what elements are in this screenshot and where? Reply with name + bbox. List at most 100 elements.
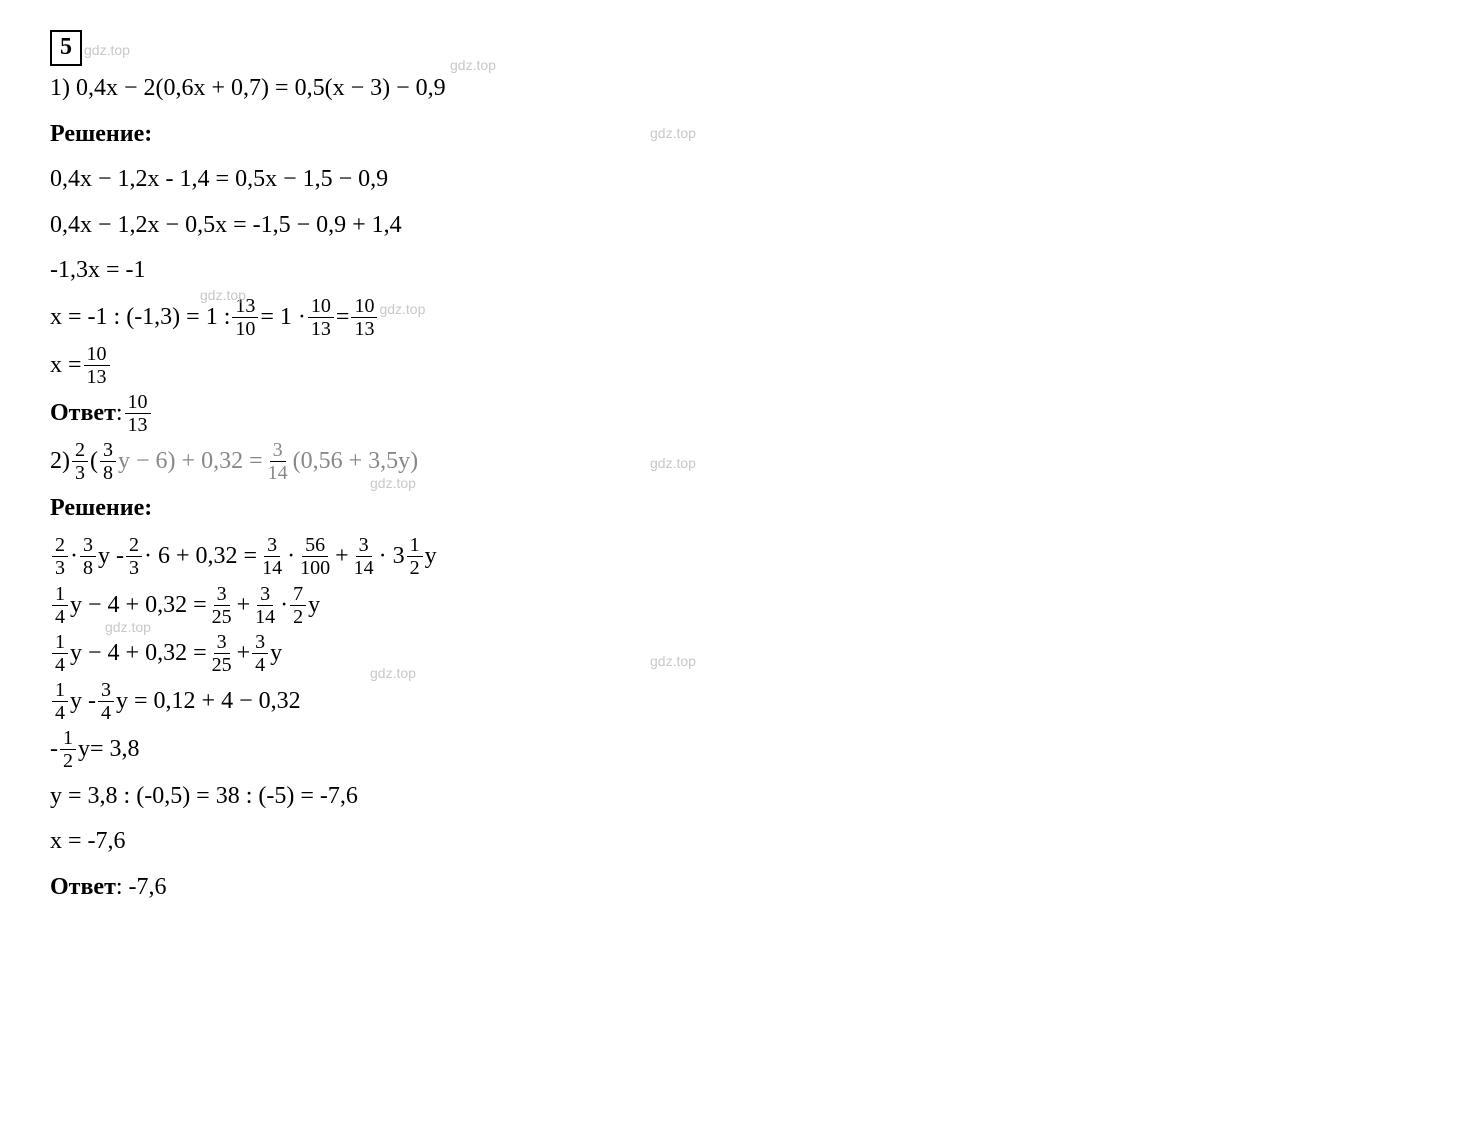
denominator: 8 <box>80 557 96 579</box>
step-line: 1 4 y − 4 + 0,32 = 3 25 + 3 14 · 7 2 y g… <box>50 582 1410 630</box>
denominator: 3 <box>72 462 88 484</box>
step-text: x = -7,6 <box>50 819 126 865</box>
numerator: 3 <box>264 534 280 557</box>
eq-text: 2) <box>50 439 70 485</box>
part1-equation: 1) 0,4x − 2(0,6x + 0,7) = 0,5(x − 3) − 0… <box>50 66 1410 112</box>
denominator: 25 <box>209 606 235 628</box>
fraction: 10 13 <box>84 343 110 388</box>
numerator: 7 <box>290 583 306 606</box>
fraction: 1 2 <box>407 534 423 579</box>
solution-heading: Решение: <box>50 486 1410 532</box>
step-text: · <box>280 583 288 629</box>
fraction: 2 3 <box>52 534 68 579</box>
fraction: 3 8 <box>80 534 96 579</box>
fraction: 10 13 <box>351 295 377 340</box>
step-text: · 3 <box>379 534 405 580</box>
numerator: 2 <box>72 439 88 462</box>
solution-heading: Решение: gdz.top <box>50 112 1410 158</box>
denominator: 4 <box>52 702 68 724</box>
numerator: 3 <box>214 631 230 654</box>
denominator: 3 <box>126 557 142 579</box>
numerator: 2 <box>126 534 142 557</box>
fraction: 3 14 <box>351 534 377 579</box>
fraction: 3 4 <box>252 631 268 676</box>
denominator: 13 <box>125 414 151 436</box>
answer-text: : -7,6 <box>116 865 167 911</box>
fraction: 2 3 <box>126 534 142 579</box>
fraction: 3 4 <box>98 679 114 724</box>
step-line: gdz.top x = -1 : (-1,3) = 1 : 13 10 = 1 … <box>50 294 1410 342</box>
step-line: y = 3,8 : (-0,5) = 38 : (-5) = -7,6 <box>50 774 1410 820</box>
step-text: · <box>70 534 78 580</box>
denominator: 13 <box>84 366 110 388</box>
watermark-text: gdz.top <box>650 120 696 147</box>
fraction: 3 25 <box>209 631 235 676</box>
step-text: = <box>336 295 350 341</box>
step-text: - <box>50 727 58 773</box>
equation-text: 1) 0,4x − 2(0,6x + 0,7) = 0,5(x − 3) − 0… <box>50 66 446 112</box>
numerator: 1 <box>407 534 423 557</box>
fraction: 3 14 <box>252 583 278 628</box>
fraction: 10 13 <box>125 391 151 436</box>
step-text: 0,4x − 1,2x - 1,4 = 0,5x − 1,5 − 0,9 <box>50 157 388 203</box>
denominator: 13 <box>308 318 334 340</box>
answer-line: Ответ : -7,6 <box>50 865 1410 911</box>
watermark-text: gdz.top <box>650 450 696 477</box>
numerator: 3 <box>100 439 116 462</box>
watermark-text: gdz.top <box>650 648 696 675</box>
denominator: 8 <box>100 462 116 484</box>
answer-colon: : <box>116 391 123 437</box>
step-text: y <box>425 534 437 580</box>
fraction: 3 14 <box>259 534 285 579</box>
fraction: 56 100 <box>297 534 333 579</box>
denominator: 10 <box>232 318 258 340</box>
fraction: 10 13 <box>308 295 334 340</box>
fraction: 3 8 <box>100 439 116 484</box>
fraction: 3 14 <box>265 439 291 484</box>
step-text: = 1 · <box>260 295 306 341</box>
eq-text: ( <box>90 439 98 485</box>
step-text: x = <box>50 343 82 389</box>
step-text: y - <box>98 534 124 580</box>
denominator: 25 <box>209 654 235 676</box>
watermark-text: gdz.top <box>379 296 425 323</box>
answer-label: Ответ <box>50 391 116 437</box>
numerator: 3 <box>270 439 286 462</box>
numerator: 1 <box>52 679 68 702</box>
denominator: 2 <box>60 750 76 772</box>
step-text: · <box>287 534 295 580</box>
numerator: 3 <box>252 631 268 654</box>
denominator: 100 <box>297 557 333 579</box>
numerator: 2 <box>52 534 68 557</box>
numerator: 1 <box>52 583 68 606</box>
step-text: + <box>335 534 349 580</box>
step-text: y= 3,8 <box>78 727 140 773</box>
numerator: 3 <box>356 534 372 557</box>
denominator: 14 <box>259 557 285 579</box>
step-line: 2 3 · 3 8 y - 2 3 · 6 + 0,32 = 3 14 · 56… <box>50 532 1410 582</box>
step-text: y <box>308 583 320 629</box>
denominator: 2 <box>407 557 423 579</box>
numerator: 3 <box>214 583 230 606</box>
watermark-text: gdz.top <box>200 282 246 309</box>
numerator: 10 <box>125 391 151 414</box>
denominator: 4 <box>252 654 268 676</box>
denominator: 13 <box>351 318 377 340</box>
step-line: x = -7,6 <box>50 819 1410 865</box>
numerator: 3 <box>257 583 273 606</box>
fraction: 2 3 <box>72 439 88 484</box>
denominator: 4 <box>52 606 68 628</box>
step-line: 1 4 y - 3 4 y = 0,12 + 4 − 0,32 <box>50 678 1410 726</box>
fraction: 3 25 <box>209 583 235 628</box>
denominator: 14 <box>265 462 291 484</box>
watermark-text: gdz.top <box>450 52 496 79</box>
step-text: -1,3x = -1 <box>50 248 146 294</box>
numerator: 56 <box>302 534 328 557</box>
step-line: 0,4x − 1,2x − 0,5x = -1,5 − 0,9 + 1,4 <box>50 203 1410 249</box>
heading-text: Решение: <box>50 486 152 532</box>
step-line: - 1 2 y= 3,8 <box>50 726 1410 774</box>
step-line: x = 10 13 <box>50 342 1410 390</box>
answer-line: Ответ : 10 13 <box>50 390 1410 438</box>
eq-text: y − 6) + 0,32 = <box>118 439 263 485</box>
denominator: 14 <box>351 557 377 579</box>
